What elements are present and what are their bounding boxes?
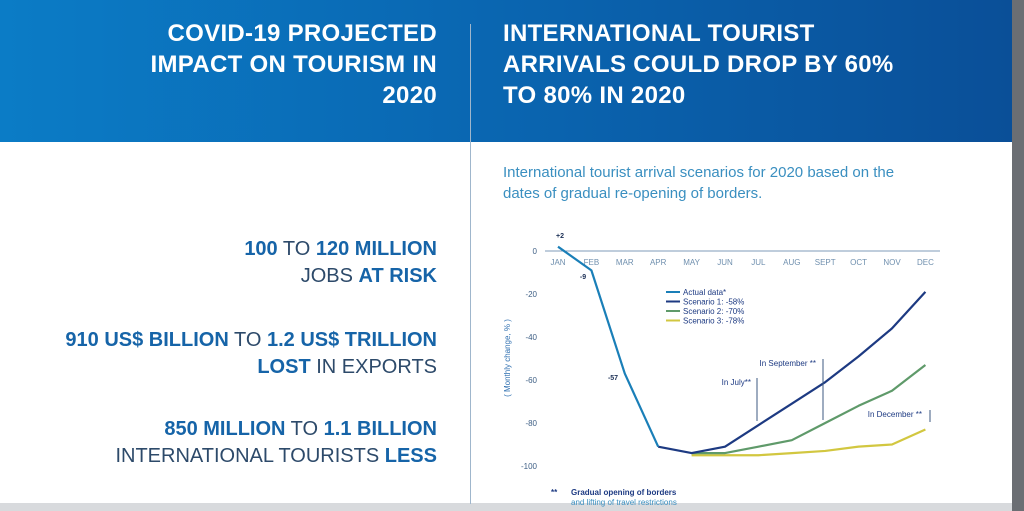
legend-label: Scenario 3: -78%	[683, 317, 744, 326]
y-axis-label: ( Monthly change, % )	[503, 319, 512, 397]
right-title-line: TO 80% IN 2020	[503, 82, 686, 109]
x-tick-label: MAY	[683, 258, 700, 267]
series-line	[657, 291, 927, 455]
legend-label: Actual data*	[683, 288, 726, 297]
x-tick-label: FEB	[584, 258, 600, 267]
x-tick-label: APR	[650, 258, 667, 267]
series-line	[691, 364, 927, 455]
annotation-label: In December **	[868, 410, 922, 419]
stat-item: 850 MILLION TO 1.1 BILLION INTERNATIONAL …	[115, 416, 437, 470]
stat-item: 910 US$ BILLION TO 1.2 US$ TRILLION LOST …	[65, 327, 437, 381]
stat-emphasis: 1.1 BILLION	[323, 418, 437, 440]
stat-emphasis: 850 MILLION	[164, 418, 286, 440]
legend-label: Scenario 1: -58%	[683, 298, 744, 307]
data-label: +2	[556, 233, 564, 240]
stat-text: TO	[277, 238, 316, 260]
series-line	[691, 428, 926, 457]
right-title-line: INTERNATIONAL TOURIST	[503, 20, 815, 47]
stat-line: 910 US$ BILLION TO 1.2 US$ TRILLION	[65, 327, 437, 354]
stat-text: TO	[285, 418, 324, 440]
stat-text: IN EXPORTS	[310, 356, 437, 378]
y-tick-label: -20	[525, 290, 537, 299]
x-tick-label: JAN	[550, 258, 565, 267]
data-label: -9	[580, 274, 586, 281]
stat-emphasis: 100	[244, 238, 278, 260]
stat-item: 100 TO 120 MILLION JOBS AT RISK	[244, 236, 437, 290]
x-tick-label: JUL	[751, 258, 766, 267]
data-label: -57	[608, 375, 618, 382]
stat-text: INTERNATIONAL TOURISTS	[115, 445, 385, 467]
stat-emphasis: LESS	[384, 445, 437, 467]
footnote-line: Gradual opening of borders	[571, 488, 677, 497]
stat-line: JOBS AT RISK	[244, 263, 437, 290]
x-tick-label: NOV	[883, 258, 901, 267]
annotation-label: In September **	[760, 359, 816, 368]
legend-label: Scenario 2: -70%	[683, 307, 744, 316]
stat-line: LOST IN EXPORTS	[65, 354, 437, 381]
y-tick-label: 0	[533, 247, 538, 256]
page-bottom-edge	[0, 503, 1012, 511]
x-tick-label: MAR	[616, 258, 634, 267]
stat-text: TO	[228, 329, 267, 351]
chart-subtitle: International tourist arrival scenarios …	[503, 164, 895, 202]
series-line	[557, 245, 660, 448]
y-tick-label: -100	[521, 462, 538, 471]
column-divider	[470, 24, 471, 504]
left-title-line: IMPACT ON TOURISM IN	[150, 51, 437, 78]
stat-line: INTERNATIONAL TOURISTS LESS	[115, 443, 437, 470]
x-tick-label: JUN	[717, 258, 733, 267]
x-tick-label: AUG	[783, 258, 800, 267]
left-title: COVID-19 PROJECTED IMPACT ON TOURISM IN …	[37, 18, 437, 111]
header-banner	[0, 0, 1012, 142]
right-title: INTERNATIONAL TOURIST ARRIVALS COULD DRO…	[503, 18, 983, 111]
left-title-line: COVID-19 PROJECTED	[167, 20, 437, 47]
x-tick-label: SEPT	[815, 258, 836, 267]
footnote-line: and lifting of travel restrictions	[571, 498, 677, 507]
stat-text: JOBS	[300, 265, 359, 287]
stat-emphasis: 910 US$ BILLION	[65, 329, 229, 351]
footnote-mark: **	[551, 488, 558, 497]
x-tick-label: DEC	[917, 258, 934, 267]
y-tick-label: -40	[525, 333, 537, 342]
annotation-label: In July**	[722, 378, 751, 387]
stat-line: 100 TO 120 MILLION	[244, 236, 437, 263]
viewer-edge	[1012, 0, 1024, 511]
stat-line: 850 MILLION TO 1.1 BILLION	[115, 416, 437, 443]
y-tick-label: -80	[525, 419, 537, 428]
y-tick-label: -60	[525, 376, 537, 385]
stat-emphasis: 120 MILLION	[315, 238, 437, 260]
right-title-line: ARRIVALS COULD DROP BY 60%	[503, 51, 894, 78]
x-tick-label: OCT	[850, 258, 867, 267]
left-title-line: 2020	[382, 82, 437, 109]
stat-emphasis: AT RISK	[358, 265, 437, 287]
stat-emphasis: LOST	[257, 356, 311, 378]
stat-emphasis: 1.2 US$ TRILLION	[266, 329, 437, 351]
